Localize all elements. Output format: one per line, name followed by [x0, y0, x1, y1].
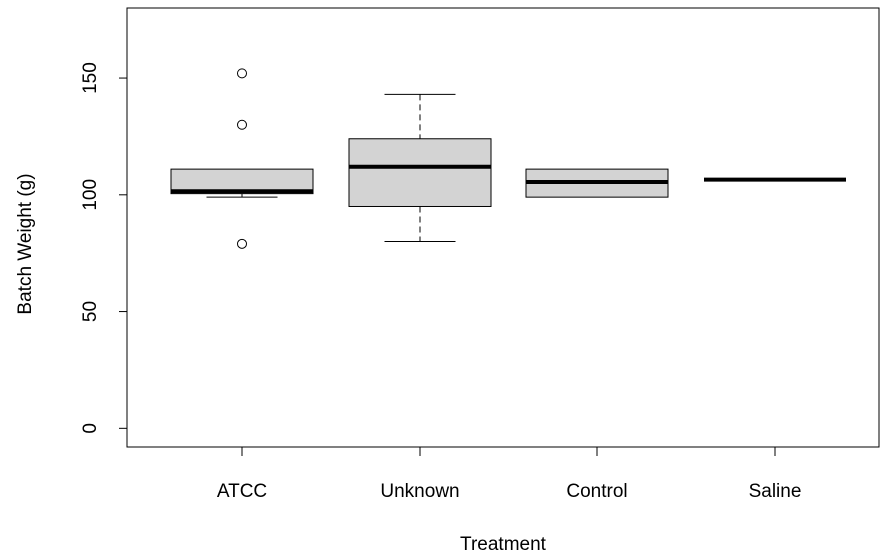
x-tick-label: Unknown — [380, 481, 459, 502]
y-tick-label: 100 — [80, 179, 101, 211]
y-axis-label: Batch Weight (g) — [15, 173, 36, 314]
outlier-point — [237, 238, 247, 249]
plot-frame — [126, 7, 880, 448]
box-control — [525, 168, 669, 198]
boxes-layer — [170, 68, 846, 249]
x-tick-label: Control — [566, 481, 627, 502]
x-axis: ATCC Unknown Control Saline — [217, 446, 802, 502]
box-unknown — [348, 93, 492, 243]
y-axis: 0 50 100 150 — [80, 62, 128, 434]
y-tick-label: 0 — [80, 423, 101, 434]
outlier-point — [237, 119, 247, 130]
y-tick-label: 150 — [80, 62, 101, 94]
y-tick-label: 50 — [80, 301, 101, 322]
box-iqr — [348, 138, 492, 207]
outlier-point — [237, 68, 247, 79]
box-atcc — [170, 68, 314, 249]
x-axis-label: Treatment — [460, 534, 547, 555]
x-tick-label: ATCC — [217, 481, 267, 502]
x-tick-label: Saline — [749, 481, 802, 502]
